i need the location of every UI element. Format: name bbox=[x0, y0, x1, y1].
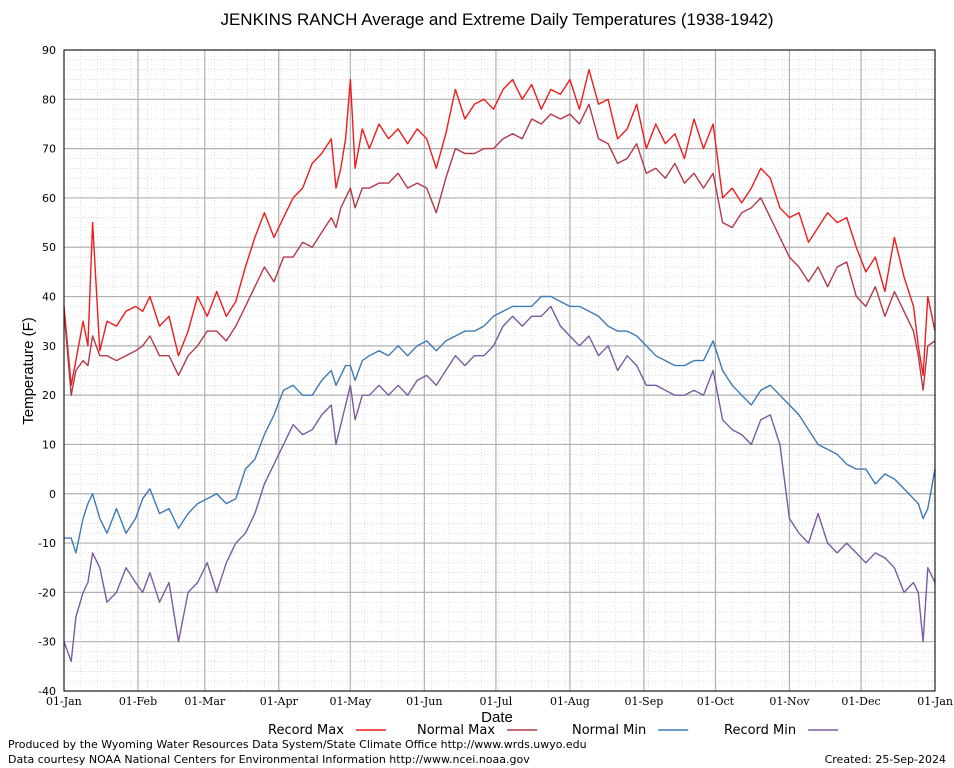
chart-title: JENKINS RANCH Average and Extreme Daily … bbox=[220, 10, 773, 29]
y-tick-label: 70 bbox=[42, 143, 56, 156]
y-tick-label: 30 bbox=[42, 340, 56, 353]
x-tick-label: 01-Apr bbox=[260, 695, 299, 708]
x-tick-label: 01-Oct bbox=[697, 695, 735, 708]
x-tick-label: 01-Jun bbox=[406, 695, 442, 708]
legend-label: Record Min bbox=[724, 723, 796, 738]
y-axis-label: Temperature (F) bbox=[20, 317, 37, 425]
x-tick-label: 01-Jul bbox=[480, 695, 513, 708]
series-line-record-max bbox=[63, 68, 936, 386]
x-tick-label: 01-Mar bbox=[184, 695, 226, 708]
x-axis-ticks: 01-Jan 01-Feb 01-Mar 01-Apr 01-May 01-Jun 01-J… bbox=[46, 695, 953, 708]
series-line-normal-min bbox=[64, 295, 936, 554]
y-axis-ticks: -40 -30 -20 -10 0 10 20 30 40 50 60 70 80 90 bbox=[38, 44, 56, 698]
y-tick-label: 80 bbox=[42, 93, 56, 106]
y-tick-label: 20 bbox=[42, 389, 56, 402]
x-axis-label: Date bbox=[481, 709, 513, 726]
series-line-record-min bbox=[63, 305, 936, 663]
y-tick-label: -20 bbox=[38, 586, 56, 599]
y-tick-label: 50 bbox=[42, 241, 56, 254]
x-tick-label: 01-Sep bbox=[624, 695, 663, 708]
y-tick-label: 40 bbox=[42, 291, 56, 304]
y-tick-label: 0 bbox=[49, 488, 56, 501]
legend-label: Normal Min bbox=[572, 723, 646, 738]
footer-produced-by: Produced by the Wyoming Water Resources … bbox=[8, 738, 587, 751]
x-tick-label: 01-Jan bbox=[917, 695, 953, 708]
legend-label: Normal Max bbox=[417, 723, 495, 738]
y-tick-label: -30 bbox=[38, 636, 56, 649]
y-tick-label: -40 bbox=[38, 685, 56, 698]
legend-label: Record Max bbox=[268, 723, 344, 738]
legend: Record Max Normal Max Normal Min Record Min bbox=[268, 723, 839, 738]
x-tick-label: 01-Jan bbox=[46, 695, 82, 708]
y-tick-label: 90 bbox=[42, 44, 56, 57]
plot-frame bbox=[63, 49, 936, 692]
y-tick-label: 60 bbox=[42, 192, 56, 205]
x-tick-label: 01-Feb bbox=[119, 695, 157, 708]
major-grid bbox=[63, 49, 936, 692]
series-line-normal-max bbox=[63, 103, 936, 396]
x-tick-label: 01-May bbox=[329, 695, 372, 708]
y-tick-label: -10 bbox=[38, 537, 56, 550]
x-tick-label: 01-Aug bbox=[550, 695, 590, 708]
x-tick-label: 01-Nov bbox=[769, 695, 810, 708]
series-layer bbox=[63, 68, 936, 663]
footer-data-courtesy: Data courtesy NOAA National Centers for … bbox=[8, 753, 530, 766]
x-tick-label: 01-Dec bbox=[841, 695, 880, 708]
footer-created: Created: 25-Sep-2024 bbox=[824, 753, 946, 766]
y-tick-label: 10 bbox=[42, 438, 56, 451]
